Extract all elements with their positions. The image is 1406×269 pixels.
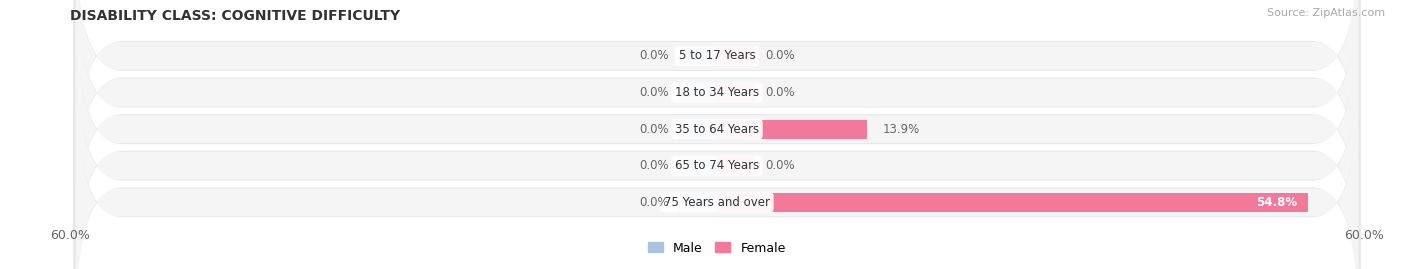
Bar <box>717 47 755 65</box>
Text: 35 to 64 Years: 35 to 64 Years <box>675 123 759 136</box>
Bar <box>679 83 717 102</box>
Text: DISABILITY CLASS: COGNITIVE DIFFICULTY: DISABILITY CLASS: COGNITIVE DIFFICULTY <box>70 9 401 23</box>
FancyBboxPatch shape <box>73 0 1361 242</box>
Text: 0.0%: 0.0% <box>638 196 668 209</box>
Bar <box>717 193 1308 212</box>
Text: 0.0%: 0.0% <box>765 86 796 99</box>
Bar <box>717 120 868 139</box>
FancyBboxPatch shape <box>73 0 1361 206</box>
Text: 5 to 17 Years: 5 to 17 Years <box>679 49 755 62</box>
Text: 54.8%: 54.8% <box>1256 196 1296 209</box>
FancyBboxPatch shape <box>73 53 1361 269</box>
Bar <box>717 156 755 175</box>
FancyBboxPatch shape <box>76 0 1358 188</box>
Text: 75 Years and over: 75 Years and over <box>664 196 770 209</box>
Text: 0.0%: 0.0% <box>638 49 668 62</box>
Text: 0.0%: 0.0% <box>638 123 668 136</box>
FancyBboxPatch shape <box>76 0 1358 261</box>
Text: 18 to 34 Years: 18 to 34 Years <box>675 86 759 99</box>
Bar <box>679 47 717 65</box>
Text: 65 to 74 Years: 65 to 74 Years <box>675 159 759 172</box>
FancyBboxPatch shape <box>73 0 1361 269</box>
Bar <box>679 193 717 212</box>
Text: 13.9%: 13.9% <box>883 123 921 136</box>
Text: 0.0%: 0.0% <box>638 86 668 99</box>
Text: 0.0%: 0.0% <box>765 159 796 172</box>
FancyBboxPatch shape <box>76 70 1358 269</box>
FancyBboxPatch shape <box>76 0 1358 225</box>
Legend: Male, Female: Male, Female <box>648 242 786 254</box>
Bar <box>679 120 717 139</box>
Text: 0.0%: 0.0% <box>765 49 796 62</box>
Bar <box>679 156 717 175</box>
Text: 0.0%: 0.0% <box>638 159 668 172</box>
FancyBboxPatch shape <box>73 16 1361 269</box>
Text: Source: ZipAtlas.com: Source: ZipAtlas.com <box>1267 8 1385 18</box>
Bar <box>717 83 755 102</box>
FancyBboxPatch shape <box>76 33 1358 269</box>
